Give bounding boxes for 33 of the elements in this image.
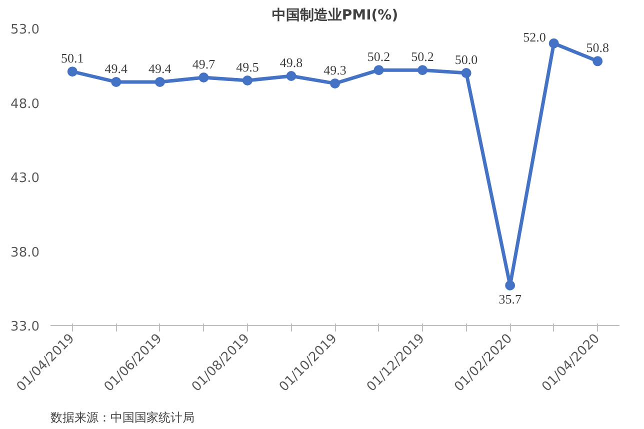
data-label: 50.2 [411, 49, 434, 64]
y-tick-label: 48.0 [10, 96, 40, 112]
point [111, 76, 122, 87]
data-label: 50.0 [454, 52, 478, 68]
point [198, 72, 209, 82]
point [418, 65, 428, 76]
point [67, 66, 78, 77]
data-label: 49.8 [280, 55, 303, 70]
data-label: 52.0 [523, 29, 546, 44]
data-label: 49.4 [104, 60, 128, 76]
point [330, 78, 340, 88]
data-label: 50.1 [61, 50, 84, 66]
chart-title: 中国制造业PMI(%) [272, 8, 398, 24]
data-label: 50.2 [367, 49, 390, 64]
point [154, 76, 165, 87]
data-label: 49.3 [324, 62, 346, 78]
data-label: 49.4 [148, 60, 172, 76]
data-label: 49.5 [236, 59, 259, 74]
data-label: 50.8 [586, 40, 609, 56]
y-tick-label: 38.0 [10, 245, 40, 260]
point [374, 65, 384, 76]
y-tick-label: 53.0 [10, 22, 40, 38]
point [461, 68, 472, 78]
point [286, 71, 296, 82]
y-tick-label: 33.0 [10, 320, 40, 334]
data-label: 49.7 [192, 56, 216, 72]
point [505, 280, 516, 290]
source-note: 数据来源：中国国家统计局 [50, 410, 194, 424]
point [592, 56, 603, 66]
point [548, 38, 559, 48]
data-label: 35.7 [498, 291, 522, 306]
point [242, 75, 252, 86]
y-tick-label: 43.0 [10, 171, 40, 186]
